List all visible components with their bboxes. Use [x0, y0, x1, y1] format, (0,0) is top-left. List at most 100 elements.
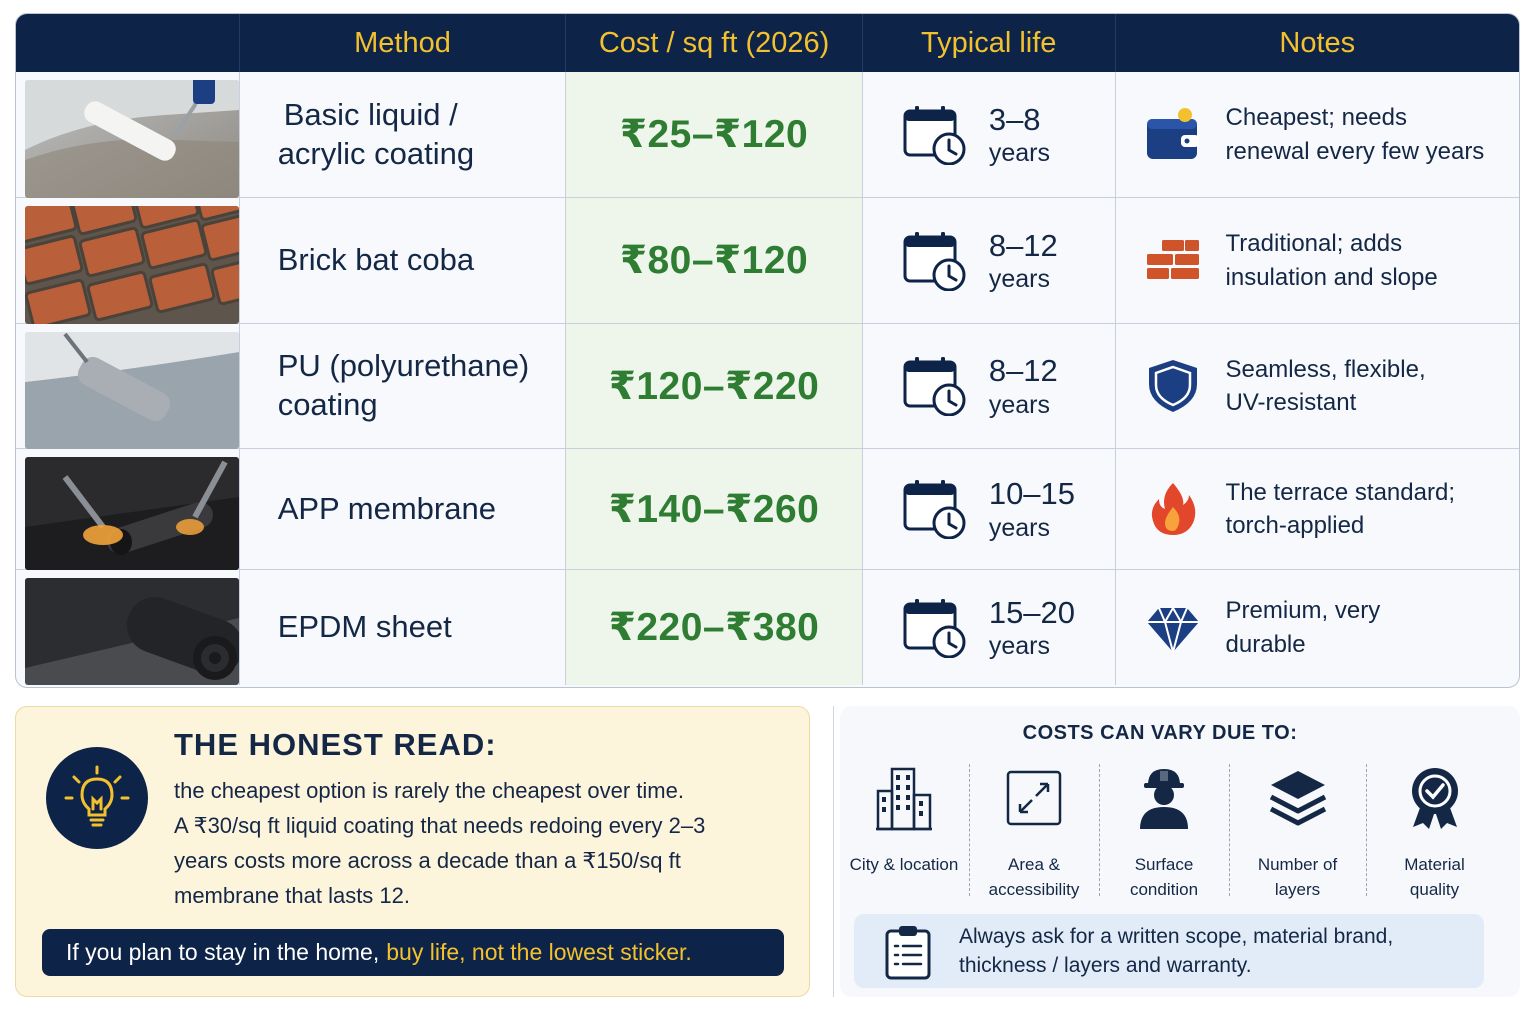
header-method: Method: [240, 14, 567, 72]
app-membrane-photo: [25, 457, 239, 570]
note-text-line2: insulation and slope: [1225, 263, 1438, 291]
written-scope-advice: Always ask for a written scope, material…: [854, 914, 1484, 988]
note-text-line2: UV-resistant: [1225, 389, 1357, 416]
note-text: Seamless, flexible,: [1225, 355, 1426, 383]
calendar-clock-icon: [903, 480, 966, 539]
flame-icon: [1144, 480, 1202, 538]
pu-coating-photo: [25, 332, 239, 449]
cost-value: ₹220–₹380: [608, 606, 820, 649]
note-text: Cheapest; needs: [1225, 104, 1407, 132]
cost-factors-title: COSTS CAN VARY DUE TO:: [1022, 722, 1298, 744]
panel-divider: [833, 706, 834, 997]
wallet-icon: [1144, 106, 1202, 164]
factor-number-of-layers: Number of layers: [1230, 764, 1365, 899]
life-years-range: 10–15: [988, 476, 1076, 512]
advice-banner-highlight: buy life, not the lowest sticker.: [386, 939, 692, 965]
cost-value: ₹120–₹220: [608, 364, 820, 408]
method-name: PU (polyurethane): [277, 348, 530, 384]
calendar-clock-icon: [903, 105, 966, 165]
cost-value: ₹25–₹120: [619, 113, 809, 156]
factor-label: City & location: [849, 855, 959, 874]
life-years-range: 15–20: [988, 594, 1076, 630]
life-unit: years: [988, 632, 1050, 661]
buildings-icon: [840, 764, 968, 832]
life-unit: years: [988, 513, 1050, 542]
honest-body-line: the cheapest option is rarely the cheape…: [174, 778, 684, 803]
life-years-range: 8–12: [988, 353, 1058, 389]
diamond-icon: [1144, 599, 1202, 657]
table-row: APP membrane ₹140–₹260 10–15 ye: [16, 449, 1519, 570]
advice-text: Always ask for a written scope, material…: [959, 925, 1394, 948]
header-photo: [16, 14, 240, 72]
life-years-range: 3–8: [988, 101, 1041, 137]
bricks-icon: [1144, 232, 1202, 290]
header-life: Typical life: [863, 14, 1116, 72]
liquid-coating-photo: [25, 80, 239, 198]
factor-surface-condition: Surface condition: [1100, 764, 1228, 899]
life-unit: years: [988, 265, 1050, 294]
advice-banner-text: If you plan to stay in the home,: [66, 939, 380, 965]
shield-icon: [1144, 357, 1202, 415]
life-years-range: 8–12: [988, 227, 1058, 263]
table-row: EPDM sheet ₹220–₹380 15–20 year: [16, 570, 1519, 685]
header-cost: Cost / sq ft (2026): [566, 14, 863, 72]
honest-read-body: the cheapest option is rarely the cheape…: [174, 773, 774, 913]
expand-icon: [970, 764, 1098, 832]
method-name: EPDM sheet: [277, 609, 452, 645]
cost-value: ₹140–₹260: [608, 487, 820, 531]
factor-separator: [969, 764, 970, 896]
advice-text-line2: thickness / layers and warranty.: [959, 954, 1252, 977]
factor-city-location: City & location: [840, 764, 968, 899]
factor-area-accessibility: Area & accessibility: [970, 764, 1098, 899]
factor-label-line2: accessibility: [988, 880, 1080, 899]
calendar-clock-icon: [903, 357, 966, 416]
table-header: Method Cost / sq ft (2026) Typical life …: [16, 14, 1519, 72]
advice-banner: If you plan to stay in the home, buy lif…: [42, 929, 784, 976]
factor-material-quality: Material quality: [1367, 764, 1502, 899]
factor-label: Area &: [1008, 855, 1060, 874]
note-text: Traditional; adds: [1225, 230, 1403, 258]
calendar-clock-icon: [903, 598, 966, 658]
factor-label: Number of: [1257, 855, 1338, 874]
note-text-line2: renewal every few years: [1225, 137, 1485, 165]
factor-label-line2: layers: [1274, 880, 1321, 899]
method-name: Brick bat coba: [277, 242, 475, 278]
honest-read-title: THE HONEST READ:: [174, 727, 497, 762]
honest-read-panel: THE HONEST READ: the cheapest option is …: [15, 706, 810, 997]
badge-icon: [1367, 764, 1502, 832]
note-text-line2: torch-applied: [1225, 512, 1365, 539]
cost-value: ₹80–₹120: [619, 239, 809, 282]
factor-label-line2: condition: [1129, 880, 1199, 899]
method-name-line2: acrylic coating: [277, 135, 475, 171]
factor-label: Surface: [1134, 855, 1194, 874]
note-text-line2: durable: [1225, 630, 1306, 658]
table-row: PU (polyurethane) coating ₹120–₹220 8–12: [16, 324, 1519, 449]
calendar-clock-icon: [903, 231, 966, 291]
note-text: Premium, very: [1225, 597, 1381, 625]
method-name: Basic liquid /: [283, 96, 458, 132]
factor-label: Material: [1404, 855, 1465, 874]
lightbulb-icon: [46, 747, 148, 849]
brick-coba-photo: [25, 206, 239, 324]
life-unit: years: [988, 139, 1050, 168]
worker-icon: [1100, 764, 1228, 832]
factor-separator: [1229, 764, 1230, 896]
epdm-sheet-photo: [25, 578, 239, 685]
life-unit: years: [988, 390, 1050, 419]
honest-body-line: A ₹30/sq ft liquid coating that needs re…: [174, 813, 706, 838]
comparison-table: Method Cost / sq ft (2026) Typical life …: [15, 13, 1520, 688]
cost-factors-panel: COSTS CAN VARY DUE TO:: [840, 706, 1520, 997]
table-row: Brick bat coba ₹80–₹120 8–12 ye: [16, 198, 1519, 324]
layers-icon: [1230, 764, 1365, 832]
factor-label-line2: quality: [1409, 880, 1460, 899]
clipboard-icon: [885, 926, 931, 980]
method-name-line2: coating: [277, 387, 378, 422]
header-notes: Notes: [1279, 26, 1356, 59]
note-text: The terrace standard;: [1225, 478, 1455, 506]
honest-body-line: membrane that lasts 12.: [174, 883, 411, 908]
factor-separator: [1366, 764, 1367, 896]
honest-body-line: years costs more across a decade than a …: [174, 848, 681, 873]
table-row: Basic liquid / acrylic coating ₹25–₹120 …: [16, 72, 1519, 198]
method-name: APP membrane: [277, 490, 496, 526]
factor-separator: [1099, 764, 1100, 896]
